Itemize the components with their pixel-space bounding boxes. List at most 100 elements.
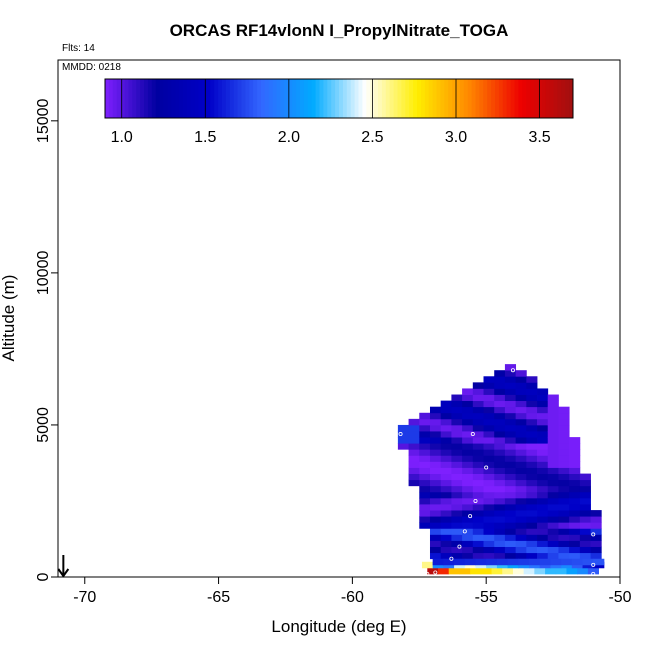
heat-cell <box>397 424 409 432</box>
sample-point <box>425 571 430 576</box>
heat-cell <box>494 546 506 554</box>
heat-cell <box>579 522 591 529</box>
sample-point <box>457 544 462 549</box>
colorbar-segment <box>108 79 114 118</box>
heat-cell <box>569 437 581 444</box>
heat-cell <box>483 406 495 414</box>
heat-cell <box>462 540 474 547</box>
heat-cell <box>579 473 591 481</box>
heat-cell <box>440 485 452 493</box>
heat-cell <box>504 370 517 377</box>
heat-cell <box>408 473 420 481</box>
heat-cell <box>515 485 527 493</box>
heat-cell <box>555 567 567 575</box>
heat-cell <box>537 437 549 444</box>
sample-point <box>591 532 596 537</box>
heat-cell <box>579 504 591 511</box>
heat-cell <box>547 418 559 426</box>
heat-cell <box>547 546 559 554</box>
colorbar-segment <box>296 79 301 118</box>
heat-cell <box>558 437 570 444</box>
heat-cell <box>408 461 420 468</box>
heat-cell <box>472 443 484 450</box>
heat-cell <box>526 418 538 426</box>
y-tick-label: 0 <box>35 572 52 581</box>
heat-cell <box>429 504 442 511</box>
heat-cell <box>440 461 452 468</box>
heat-cell <box>537 516 549 523</box>
heat-cell <box>515 528 527 535</box>
heat-cell <box>515 552 527 560</box>
x-axis: -70 -65 -60 -55 -50 <box>73 576 632 606</box>
heat-cell <box>494 443 506 450</box>
heat-cell <box>472 455 484 462</box>
heat-cell <box>494 388 506 395</box>
heat-cell <box>440 497 452 505</box>
colorbar-segment <box>253 79 258 118</box>
heat-cell <box>569 461 581 468</box>
flights-label: Flts: 14 <box>62 43 95 54</box>
heat-cell <box>558 516 570 523</box>
heat-cell <box>429 522 442 529</box>
heat-cell <box>486 558 498 566</box>
heat-cell <box>440 534 452 541</box>
heat-cell <box>470 567 482 575</box>
colorbar-segment <box>487 79 492 118</box>
heat-cell <box>451 552 463 560</box>
heat-cell <box>462 534 474 541</box>
heat-cell <box>462 485 474 493</box>
colorbar-segment <box>218 79 223 118</box>
heat-cell <box>504 510 517 517</box>
heat-cell <box>504 418 517 426</box>
heat-cell <box>515 443 527 450</box>
x-tick-label: -60 <box>341 589 364 606</box>
colorbar-segment <box>136 79 141 118</box>
heat-cell <box>504 485 517 493</box>
heat-cell <box>419 516 431 523</box>
colorbar-segment <box>245 79 250 118</box>
colorbar-segment <box>424 79 430 118</box>
colorbar-segment <box>413 79 418 118</box>
heat-cell <box>494 522 506 529</box>
colorbar-segment <box>284 79 289 118</box>
heat-cell <box>504 516 517 523</box>
heat-cell <box>494 394 506 402</box>
heat-cell <box>529 558 541 566</box>
heat-cell <box>483 504 495 511</box>
heat-cell <box>579 540 591 547</box>
heat-cell <box>579 534 591 541</box>
heat-cell <box>472 418 484 426</box>
heat-cell <box>429 497 442 505</box>
heat-cell <box>462 406 474 414</box>
colorbar-segment <box>186 79 192 118</box>
heat-cell <box>462 479 474 487</box>
colorbar-segment <box>225 79 231 118</box>
colorbar-segment <box>537 79 543 118</box>
heat-cell <box>451 418 463 426</box>
heat-cell <box>483 424 495 432</box>
heat-cell <box>515 522 527 529</box>
heat-cell <box>504 522 517 529</box>
heat-cell <box>569 552 581 560</box>
heat-cell <box>440 412 452 420</box>
heat-cell <box>537 534 549 541</box>
heat-cell <box>419 467 431 474</box>
heat-cell <box>507 558 519 566</box>
heat-cell <box>494 455 506 462</box>
heat-cell <box>504 491 517 499</box>
heat-cell <box>547 437 559 444</box>
heat-cell <box>397 431 409 438</box>
colorbar-segment <box>541 79 547 118</box>
heat-cell <box>472 467 484 474</box>
heat-cell <box>547 528 559 535</box>
heat-cell <box>419 437 431 444</box>
colorbar-frame <box>104 78 574 119</box>
heat-cell <box>590 522 602 529</box>
colorbar-segment <box>557 79 562 118</box>
heat-cell <box>504 461 517 468</box>
heat-cell <box>494 479 506 487</box>
heat-cell <box>537 491 549 499</box>
heat-cell <box>579 546 591 554</box>
heat-cell <box>429 461 442 468</box>
heat-cell <box>419 491 431 499</box>
